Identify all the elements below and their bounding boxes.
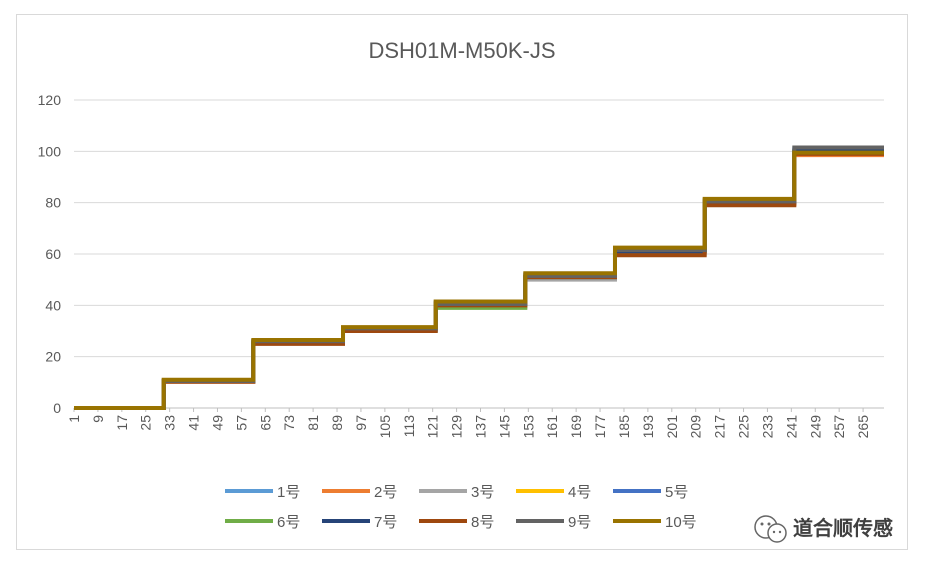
x-tick-label: 249 — [807, 415, 823, 439]
x-tick-label: 177 — [592, 415, 608, 439]
series-line-3号 — [74, 149, 884, 410]
series-line-8号 — [74, 151, 884, 410]
series-line-1号 — [74, 146, 884, 410]
x-tick-label: 193 — [640, 415, 656, 439]
x-tick-label: 209 — [688, 415, 704, 439]
x-tick-label: 25 — [138, 415, 154, 431]
x-tick-label: 265 — [855, 415, 871, 439]
y-tick-label: 60 — [45, 246, 61, 262]
x-tick-label: 257 — [831, 415, 847, 439]
x-tick-label: 225 — [736, 415, 752, 439]
series-line-7号 — [74, 149, 884, 410]
x-tick-label: 33 — [162, 415, 178, 431]
x-tick-label: 241 — [783, 415, 799, 439]
watermark: 道合顺传感 — [754, 515, 893, 543]
legend-item: 8号 — [419, 514, 494, 531]
x-tick-label: 65 — [257, 415, 273, 431]
gridlines — [74, 99, 884, 409]
x-tick-label: 185 — [616, 415, 632, 439]
legend-item: 9号 — [516, 514, 591, 531]
x-tick-label: 17 — [114, 415, 130, 431]
x-tick-label: 233 — [759, 415, 775, 439]
series-line-9号 — [74, 145, 884, 410]
series-line-2号 — [74, 153, 884, 410]
series-line-4号 — [74, 149, 884, 410]
x-tick-label: 73 — [281, 415, 297, 431]
x-tick-label: 81 — [305, 415, 321, 431]
x-tick-label: 9 — [90, 415, 106, 423]
y-tick-label: 40 — [45, 297, 61, 313]
legend-label: 3号 — [471, 484, 494, 501]
x-tick-label: 105 — [377, 415, 393, 439]
legend-label: 5号 — [665, 484, 688, 501]
x-tick-label: 169 — [568, 415, 584, 439]
series-line-10号 — [74, 150, 884, 410]
x-tick-label: 97 — [353, 415, 369, 431]
x-tick-label: 153 — [520, 415, 536, 439]
y-tick-label: 100 — [38, 143, 62, 159]
legend-item: 4号 — [516, 484, 591, 501]
x-tick-label: 113 — [401, 415, 417, 438]
series-lines — [74, 145, 884, 410]
wechat-icon — [754, 515, 787, 543]
legend-label: 10号 — [665, 514, 697, 531]
x-tick-label: 201 — [664, 415, 680, 439]
legend-label: 1号 — [277, 484, 300, 501]
x-tick-label: 1 — [66, 415, 82, 423]
x-tick-label: 129 — [449, 415, 465, 439]
legend-item: 1号 — [225, 484, 300, 501]
legend-item: 3号 — [419, 484, 494, 501]
legend-item: 7号 — [322, 514, 397, 531]
legend-label: 7号 — [374, 514, 397, 531]
y-tick-label: 20 — [45, 349, 61, 365]
x-tick-label: 41 — [186, 415, 202, 431]
chart-canvas: DSH01M-M50K-JS 0 20 40 60 80 100 120 1 9 17 25 33 4… — [38, 38, 893, 543]
x-tick-label: 121 — [425, 415, 441, 439]
legend-label: 9号 — [568, 514, 591, 531]
chart-title: DSH01M-M50K-JS — [368, 38, 555, 63]
legend-item: 2号 — [322, 484, 397, 501]
x-tick-label: 161 — [544, 415, 560, 439]
x-tick-label: 57 — [233, 415, 249, 431]
series-line-5号 — [74, 148, 884, 410]
y-tick-label: 0 — [53, 400, 61, 416]
legend-label: 6号 — [277, 514, 300, 531]
y-tick-label: 80 — [45, 195, 61, 211]
watermark-text: 道合顺传感 — [793, 516, 893, 540]
series-line-6号 — [74, 149, 884, 410]
chart-frame: DSH01M-M50K-JS 0 20 40 60 80 100 120 1 9 17 25 33 4… — [16, 14, 908, 550]
y-axis-ticks: 0 20 40 60 80 100 120 — [38, 92, 62, 416]
x-tick-label: 145 — [496, 415, 512, 439]
legend-item: 6号 — [225, 514, 300, 531]
x-tick-label: 49 — [209, 415, 225, 431]
legend-label: 2号 — [374, 484, 397, 501]
x-tick-label: 89 — [329, 415, 345, 431]
x-axis-ticks: 1 9 17 25 33 41 49 57 65 73 81 89 97 105 113 121 129 137 1… — [66, 408, 871, 438]
legend-item: 5号 — [613, 484, 688, 501]
x-tick-label: 217 — [712, 415, 728, 439]
legend-label: 4号 — [568, 484, 591, 501]
y-tick-label: 120 — [38, 92, 62, 108]
legend-item: 10号 — [613, 514, 697, 531]
x-tick-label: 137 — [472, 415, 488, 439]
legend: 1号 2号 3号 4号 5号 6号 7号 8号 9号 10号 — [225, 484, 697, 531]
legend-label: 8号 — [471, 514, 494, 531]
